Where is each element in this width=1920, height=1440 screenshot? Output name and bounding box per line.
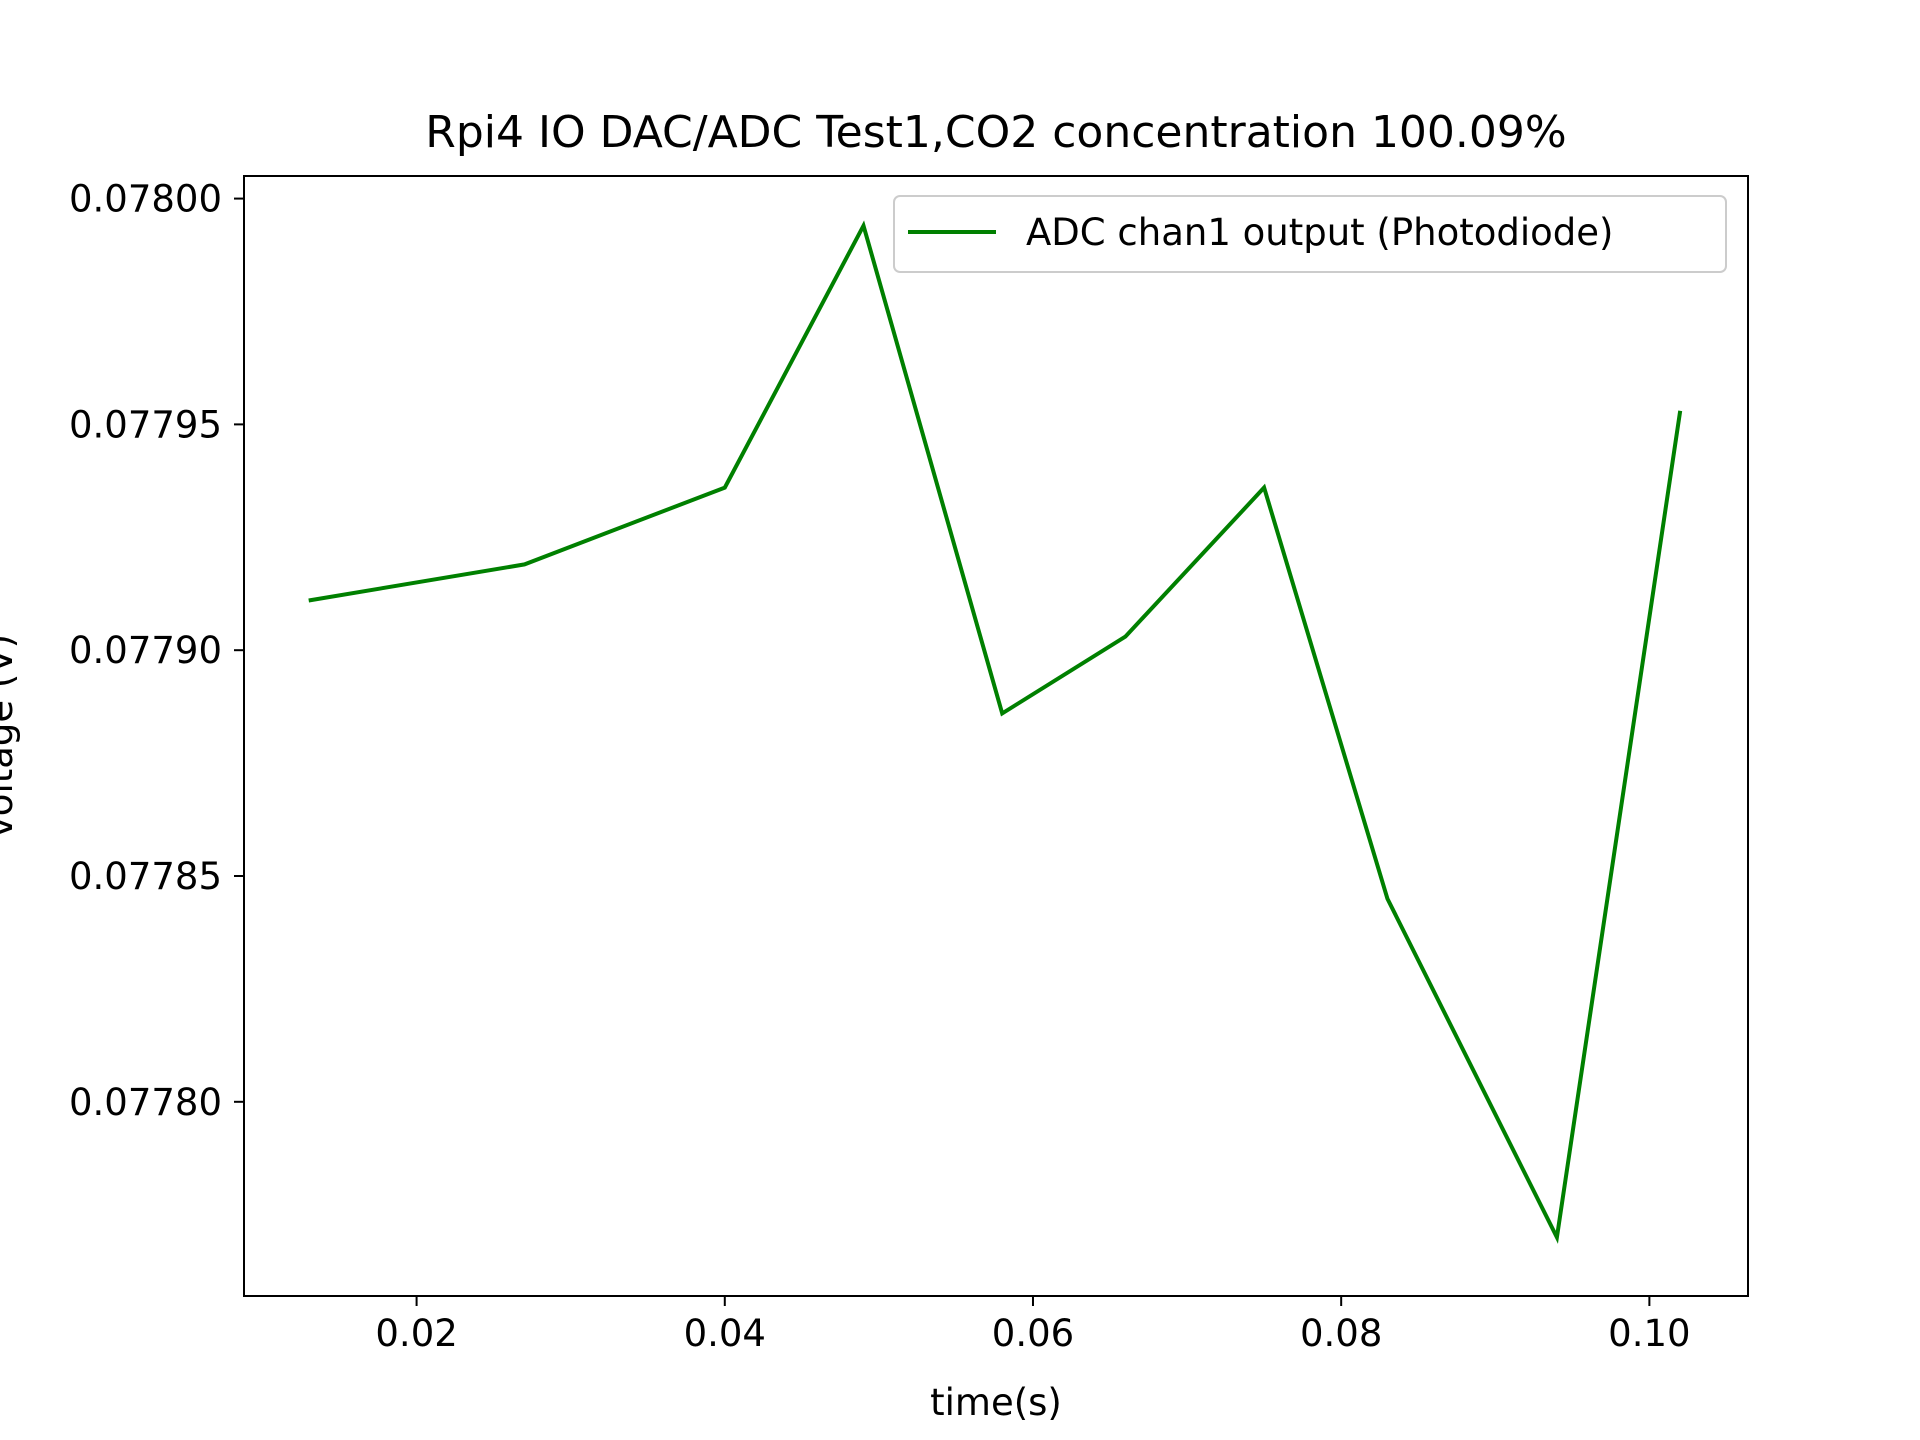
y-axis-ticks: 0.07780 0.07785 0.07790 0.07795 0.07800 xyxy=(69,178,244,1124)
legend-entry-label: ADC chan1 output (Photodiode) xyxy=(1026,211,1613,254)
x-tick-label: 0.10 xyxy=(1608,1312,1690,1355)
x-tick-label: 0.02 xyxy=(375,1312,457,1355)
legend-box xyxy=(893,195,1727,273)
y-axis-title: voltage (V) xyxy=(0,634,21,838)
y-tick-label: 0.07785 xyxy=(69,855,222,898)
plot-area-frame xyxy=(243,175,1749,1297)
series-layer xyxy=(308,220,1683,1244)
x-tick-label: 0.06 xyxy=(992,1312,1074,1355)
x-axis-title: time(s) xyxy=(930,1381,1062,1424)
chart-title: Rpi4 IO DAC/ADC Test1,CO2 concentration … xyxy=(425,107,1566,158)
legend: ADC chan1 output (Photodiode) xyxy=(893,195,1727,273)
series-line xyxy=(308,220,1683,1244)
x-tick-label: 0.04 xyxy=(684,1312,766,1355)
y-tick-label: 0.07780 xyxy=(69,1081,222,1124)
y-tick-label: 0.07800 xyxy=(69,178,222,221)
y-tick-label: 0.07790 xyxy=(69,629,222,672)
y-tick-label: 0.07795 xyxy=(69,403,222,446)
x-axis-ticks: 0.02 0.04 0.06 0.08 0.10 xyxy=(375,1296,1691,1355)
x-tick-label: 0.08 xyxy=(1300,1312,1382,1355)
